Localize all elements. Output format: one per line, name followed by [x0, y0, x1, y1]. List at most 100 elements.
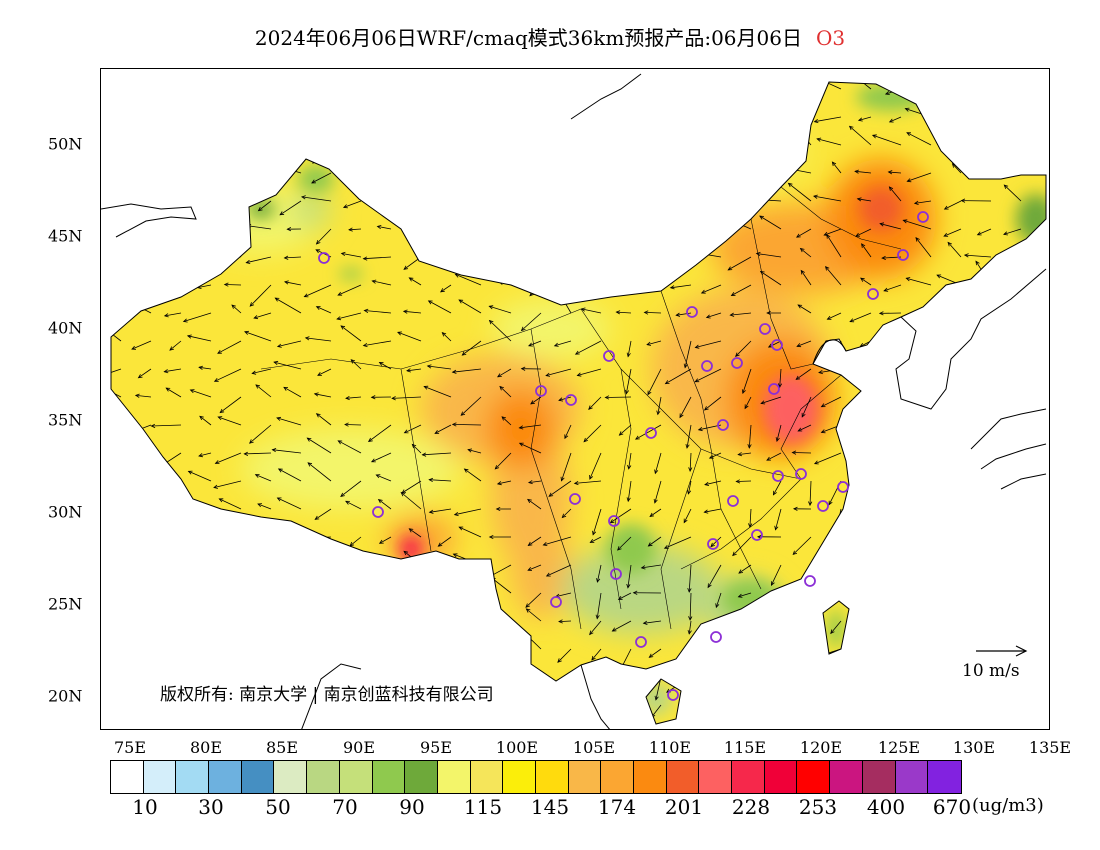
legend-label: 228	[731, 795, 771, 819]
wind-arrowhead	[343, 628, 349, 634]
wind-arrow	[310, 648, 332, 663]
wind-arrowhead	[213, 484, 218, 489]
wind-arrow	[980, 508, 992, 537]
wind-arrow	[169, 340, 182, 351]
wind-arrowhead	[277, 468, 283, 473]
wind-arrowhead	[470, 624, 476, 630]
wind-arrow	[896, 648, 902, 669]
wind-arrow	[760, 102, 782, 118]
wind-arrow	[123, 116, 152, 120]
wind-arrowhead	[878, 311, 884, 316]
wind-arrowhead	[943, 596, 949, 601]
wind-arrow	[464, 88, 482, 101]
wind-arrow	[796, 340, 812, 347]
wind-arrow	[627, 480, 632, 502]
legend-label: 115	[463, 795, 503, 819]
wind-arrowhead	[958, 573, 963, 579]
wind-arrowhead	[1003, 184, 1009, 189]
wind-arrowhead	[820, 403, 826, 408]
wind-arrowhead	[405, 597, 411, 602]
wind-arrowhead	[524, 265, 529, 270]
wind-arrowhead	[771, 581, 775, 587]
city-marker	[795, 468, 807, 480]
wind-arrow	[340, 480, 362, 497]
wind-arrow	[695, 368, 722, 383]
wind-arrowhead	[626, 583, 631, 589]
wind-arrow	[211, 172, 242, 175]
wind-arrowhead	[665, 93, 671, 98]
lon-label: 105E	[572, 738, 616, 757]
legend-swatch	[830, 761, 863, 793]
wind-arrow	[528, 536, 542, 546]
wind-arrowhead	[589, 539, 595, 543]
wind-arrow	[760, 396, 782, 404]
wind-arrow	[864, 396, 872, 413]
wind-arrowhead	[434, 429, 440, 434]
wind-arrow	[828, 592, 842, 602]
wind-arrow	[248, 648, 272, 655]
wind-arrowhead	[165, 387, 171, 392]
wind-arrowhead	[518, 425, 524, 430]
wind-arrow	[187, 335, 212, 342]
wind-arrow	[738, 592, 752, 598]
wind-arrow	[457, 172, 482, 184]
wind-arrow	[195, 116, 212, 124]
wind-arrowhead	[895, 637, 900, 643]
wind-arrowhead	[134, 304, 139, 309]
wind-arrow	[488, 256, 512, 269]
wind-arrowhead	[527, 567, 533, 571]
wind-arrowhead	[863, 377, 868, 383]
wind-arrow	[863, 368, 872, 383]
wind-arrow	[737, 200, 752, 208]
wind-arrow	[749, 508, 752, 528]
wind-arrow	[581, 308, 602, 314]
wind-arrow	[792, 536, 812, 555]
wind-arrowhead	[836, 519, 841, 525]
wind-arrow	[249, 529, 272, 538]
lat-label: 50N	[48, 134, 83, 154]
wind-arrow	[160, 158, 182, 174]
wind-arrowhead	[744, 404, 749, 410]
wind-arrowhead	[687, 629, 692, 635]
city-marker	[768, 383, 780, 395]
wind-arrow	[440, 284, 452, 293]
wind-arrow	[135, 395, 152, 398]
wind-arrowhead	[407, 653, 413, 658]
wind-arrow	[564, 424, 572, 439]
wind-arrow	[460, 396, 482, 416]
wind-arrowhead	[973, 166, 979, 171]
wind-arrow	[827, 312, 842, 320]
wind-arrow	[277, 340, 302, 347]
wind-arrowhead	[286, 227, 292, 232]
wind-arrowhead	[751, 138, 757, 143]
wind-arrowhead	[408, 91, 414, 96]
wind-arrow	[654, 452, 662, 474]
wind-arrow	[111, 676, 122, 691]
wind-arrow	[753, 88, 782, 94]
wind-arrow	[497, 368, 512, 378]
legend-label: 201	[664, 795, 704, 819]
wind-arrowhead	[347, 707, 353, 711]
wind-arrow	[458, 299, 482, 314]
wind-arrow	[111, 452, 122, 462]
wind-arrowhead	[805, 726, 808, 730]
wind-arrowhead	[487, 265, 493, 269]
wind-arrowhead	[808, 501, 813, 507]
wind-arrow	[545, 368, 572, 376]
wind-arrowhead	[960, 198, 966, 203]
wind-arrow	[135, 663, 152, 678]
wind-arrow	[872, 134, 902, 146]
wind-arrowhead	[335, 558, 340, 564]
wind-arrow	[408, 648, 422, 658]
wind-arrow	[703, 192, 722, 202]
wind-arrow	[731, 284, 752, 296]
wind-arrowhead	[286, 571, 292, 576]
wind-arrowhead	[793, 660, 799, 665]
wind-arrowhead	[976, 231, 982, 236]
wind-arrow	[605, 396, 632, 398]
wind-arrow	[688, 564, 692, 592]
wind-arrowhead	[813, 194, 818, 199]
wind-arrow	[888, 171, 902, 174]
wind-arrowhead	[936, 709, 942, 714]
wind-arrow	[490, 564, 512, 577]
